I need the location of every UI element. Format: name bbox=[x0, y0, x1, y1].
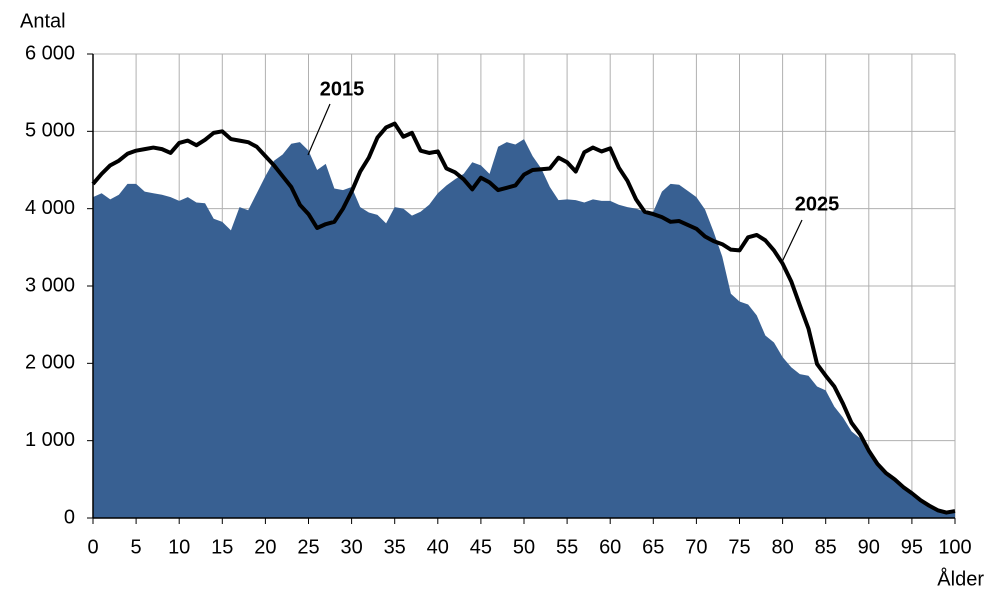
x-tick-label: 70 bbox=[685, 536, 707, 558]
x-axis-label: Ålder bbox=[937, 567, 984, 590]
y-tick-label: 3 000 bbox=[25, 274, 75, 296]
y-tick-label: 6 000 bbox=[25, 42, 75, 64]
x-tick-label: 35 bbox=[384, 536, 406, 558]
x-tick-label: 65 bbox=[642, 536, 664, 558]
area bbox=[93, 139, 955, 519]
x-tick-label: 85 bbox=[815, 536, 837, 558]
x-tick-label: 0 bbox=[87, 536, 98, 558]
x-tick-label: 60 bbox=[599, 536, 621, 558]
x-tick-label: 10 bbox=[168, 536, 190, 558]
leader-line bbox=[781, 219, 803, 263]
y-tick-label: 1 000 bbox=[25, 429, 75, 451]
y-tick-label: 5 000 bbox=[25, 120, 75, 142]
y-tick-label: 0 bbox=[64, 506, 75, 528]
x-tick-label: 20 bbox=[254, 536, 276, 558]
x-tick-label: 40 bbox=[427, 536, 449, 558]
x-tick-label: 100 bbox=[938, 536, 971, 558]
x-tick-label: 80 bbox=[771, 536, 793, 558]
y-tick-label: 2 000 bbox=[25, 352, 75, 374]
x-tick-label: 25 bbox=[297, 536, 319, 558]
leader-line bbox=[307, 103, 331, 156]
x-tick-label: 30 bbox=[340, 536, 362, 558]
x-tick-label: 15 bbox=[211, 536, 233, 558]
x-tick-label: 90 bbox=[858, 536, 880, 558]
series-label: 2015 bbox=[320, 78, 365, 100]
y-tick-label: 4 000 bbox=[25, 197, 75, 219]
x-tick-label: 95 bbox=[901, 536, 923, 558]
x-tick-label: 55 bbox=[556, 536, 578, 558]
x-tick-label: 50 bbox=[513, 536, 535, 558]
series-label: 2025 bbox=[795, 193, 840, 215]
x-tick-label: 45 bbox=[470, 536, 492, 558]
x-tick-label: 75 bbox=[728, 536, 750, 558]
x-tick-label: 5 bbox=[131, 536, 142, 558]
line bbox=[91, 121, 956, 515]
y-axis-label: Antal bbox=[20, 10, 66, 32]
